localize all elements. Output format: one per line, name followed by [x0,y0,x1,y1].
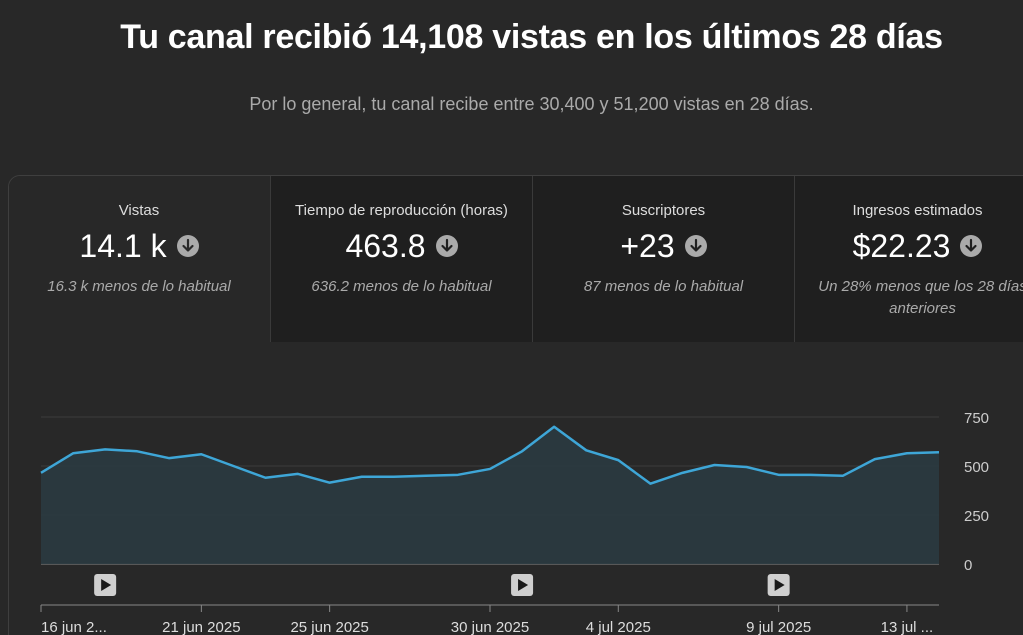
tab-label: Ingresos estimados [852,202,983,219]
tab-value: $22.23 [852,227,951,264]
x-tick-label: 25 jun 2025 [290,619,368,635]
x-tick-label: 30 jun 2025 [451,619,529,635]
tab-revenue[interactable]: Ingresos estimados $22.23 Un 28% menos q… [794,176,1023,342]
play-icon[interactable] [767,574,790,596]
y-tick-label: 250 [964,508,989,525]
tab-note-text: Un 28% menos que los 28 días anteriores [818,278,1023,317]
tab-label: Vistas [118,202,160,219]
play-icon[interactable] [511,574,534,596]
page-title: Tu canal recibió 14,108 vistas en los úl… [120,18,943,56]
tab-label: Suscriptores [621,202,706,219]
x-tick-label: 21 jun 2025 [162,619,240,635]
y-tick-label: 750 [964,410,989,427]
x-tick-label: 4 jul 2025 [586,619,651,635]
tab-note: 636.2 menos de lo habitual [311,278,492,295]
tab-note: Un 28% menos que los 28 días anteriores [805,276,1023,320]
metric-tabs: Vistas 14.1 k 16.3 k menos de lo habitua… [9,176,1023,342]
tab-value: 463.8 [345,227,426,264]
tab-note: 16.3 k menos de lo habitual [47,278,231,295]
views-area [41,426,939,564]
arrow-down-circle-icon [176,235,199,257]
play-icon[interactable] [94,574,117,596]
arrow-down-circle-icon [960,235,983,257]
x-tick-label: 9 jul 2025 [746,619,811,635]
y-tick-label: 0 [964,557,972,574]
page-subtitle: Por lo general, tu canal recibe entre 30… [249,94,814,114]
arrow-down-circle-icon [684,235,707,257]
tab-value: +23 [620,227,675,264]
tab-subscribers[interactable]: Suscriptores +23 87 menos de lo habitual [532,176,794,342]
tab-note: 87 menos de lo habitual [583,278,744,295]
x-tick-label: 16 jun 2... [41,619,107,635]
x-tick-label: 13 jul ... [881,619,934,635]
tab-views[interactable]: Vistas 14.1 k 16.3 k menos de lo habitua… [9,176,269,342]
tab-watch-time[interactable]: Tiempo de reproducción (horas) 463.8 636… [270,176,532,342]
arrow-down-circle-icon [435,235,458,257]
y-tick-label: 500 [964,459,989,476]
views-line [40,425,940,485]
tab-label: Tiempo de reproducción (horas) [295,202,508,219]
tab-value: 14.1 k [79,227,167,264]
